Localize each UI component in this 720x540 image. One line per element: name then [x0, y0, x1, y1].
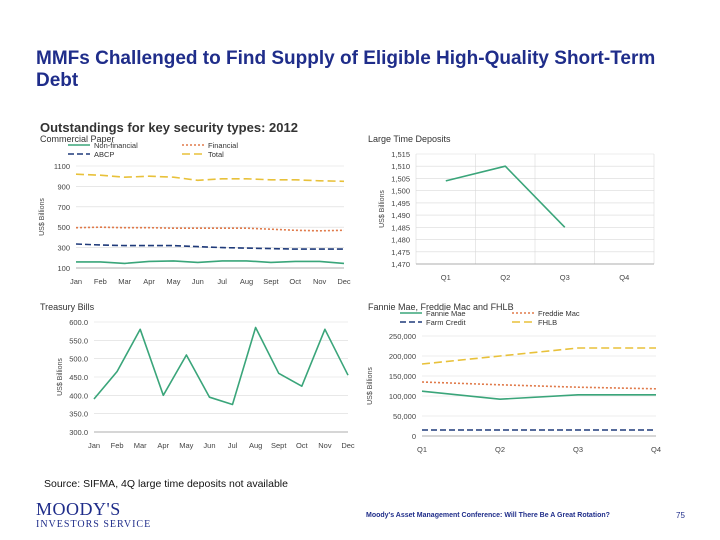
footer-text: Moody's Asset Management Conference: Wil…	[366, 512, 610, 519]
fannie-mae-freddie-mac-and-fhlb-series-fannie-mae	[421, 390, 656, 400]
commercial-paper-xtick-nov: Nov	[313, 277, 327, 286]
treasury-bills-series-treasury-bills	[93, 326, 349, 406]
commercial-paper-legend-label-1: Non-financial	[94, 141, 138, 150]
fannie-mae-freddie-mac-and-fhlb-legend-label-1: Fannie Mae	[426, 309, 466, 318]
commercial-paper-xtick-jul: Jul	[217, 277, 227, 286]
treasury-bills-xtick-sept: Sept	[271, 441, 287, 450]
commercial-paper-xtick-mar: Mar	[118, 277, 131, 286]
fannie-mae-freddie-mac-and-fhlb-xtick-q1: Q1	[417, 445, 427, 454]
fannie-mae-freddie-mac-and-fhlb-legend-label-4: FHLB	[538, 318, 557, 327]
fannie-mae-freddie-mac-and-fhlb-xtick-q3: Q3	[573, 445, 583, 454]
fannie-mae-freddie-mac-and-fhlb-legend-label-3: Farm Credit	[426, 318, 467, 327]
fannie-mae-freddie-mac-and-fhlb-ytick-3: 100,000	[389, 392, 416, 401]
commercial-paper-ytick-2: 300	[57, 244, 70, 253]
commercial-paper-xtick-oct: Oct	[289, 277, 302, 286]
commercial-paper-series-non-financial	[76, 260, 345, 265]
commercial-paper-xtick-feb: Feb	[94, 277, 107, 286]
treasury-bills-xtick-aug: Aug	[249, 441, 262, 450]
treasury-bills-ytick-7: 600.0	[69, 318, 88, 327]
fannie-mae-freddie-mac-and-fhlb-ytick-1: 0	[412, 432, 416, 441]
treasury-bills-ytick-3: 400.0	[69, 391, 88, 400]
treasury-bills-xtick-jan: Jan	[88, 441, 100, 450]
large-time-deposits-xtick-q2: Q2	[500, 273, 510, 282]
large-time-deposits-xtick-q1: Q1	[441, 273, 451, 282]
commercial-paper-xtick-jan: Jan	[70, 277, 82, 286]
fannie-mae-freddie-mac-and-fhlb-ytick-4: 150,000	[389, 372, 416, 381]
treasury-bills-xtick-nov: Nov	[318, 441, 332, 450]
treasury-bills-ytick-2: 350.0	[69, 410, 88, 419]
treasury-bills-ytick-6: 550.0	[69, 336, 88, 345]
treasury-bills-xtick-oct: Oct	[296, 441, 309, 450]
slide-title: MMFs Challenged to Find Supply of Eligib…	[36, 48, 656, 91]
treasury-bills-xtick-jul: Jul	[228, 441, 238, 450]
treasury-bills-xtick-jun: Jun	[203, 441, 215, 450]
large-time-deposits-ytick-10: 1,515	[391, 150, 410, 159]
large-time-deposits-ytick-8: 1,505	[391, 174, 410, 183]
large-time-deposits-ytick-7: 1,500	[391, 187, 410, 196]
large-time-deposits-title: Large Time Deposits	[368, 134, 451, 144]
large-time-deposits-series-large-time-deposits	[445, 165, 566, 228]
commercial-paper-legend-label-2: Financial	[208, 141, 238, 150]
commercial-paper-legend-label-4: Total	[208, 150, 224, 159]
treasury-bills-xtick-dec: Dec	[341, 441, 355, 450]
top-bar	[0, 0, 720, 6]
commercial-paper-ylabel: US$ Billions	[39, 198, 46, 236]
fannie-mae-freddie-mac-and-fhlb-ytick-2: 50,000	[393, 412, 416, 421]
fannie-mae-freddie-mac-and-fhlb-xtick-q4: Q4	[651, 445, 661, 454]
moodys-logo: MOODY'S INVESTORS SERVICE	[36, 500, 151, 530]
commercial-paper-ytick-5: 900	[57, 182, 70, 191]
large-time-deposits-ytick-2: 1,475	[391, 248, 410, 257]
commercial-paper-ytick-4: 700	[57, 203, 70, 212]
treasury-bills-title: Treasury Bills	[40, 302, 95, 312]
fannie-mae-freddie-mac-and-fhlb-ytick-6: 250,000	[389, 332, 416, 341]
fannie-mae-freddie-mac-and-fhlb-title: Fannie Mae, Freddie Mac and FHLB	[368, 302, 514, 312]
fannie-mae-freddie-mac-and-fhlb-xtick-q2: Q2	[495, 445, 505, 454]
treasury-bills-chart: Treasury Bills 300.0 350.0 400.0 450.0 500.0 5…	[40, 302, 355, 450]
treasury-bills-ytick-1: 300.0	[69, 428, 88, 437]
commercial-paper-xtick-jun: Jun	[192, 277, 204, 286]
large-time-deposits-ytick-1: 1,470	[391, 260, 410, 269]
large-time-deposits-xtick-q3: Q3	[560, 273, 570, 282]
commercial-paper-ytick-3: 500	[57, 223, 70, 232]
commercial-paper-xtick-dec: Dec	[337, 277, 351, 286]
treasury-bills-ytick-4: 450.0	[69, 373, 88, 382]
fannie-mae-freddie-mac-and-fhlb-ylabel: US$ Billions	[367, 367, 374, 405]
commercial-paper-series-financial	[75, 226, 345, 232]
page-number: 75	[676, 511, 685, 520]
treasury-bills-xtick-apr: Apr	[157, 441, 169, 450]
large-time-deposits-xtick-q4: Q4	[619, 273, 629, 282]
large-time-deposits-ytick-3: 1,480	[391, 236, 410, 245]
large-time-deposits-ylabel: US$ Billions	[379, 190, 386, 228]
commercial-paper-title: Commercial Paper	[40, 134, 115, 144]
fannie-mae-freddie-mac-and-fhlb-legend-label-2: Freddie Mac	[538, 309, 580, 318]
large-time-deposits-ytick-9: 1,510	[391, 162, 410, 171]
large-time-deposits-ytick-4: 1,485	[391, 223, 410, 232]
logo-sub-text: INVESTORS SERVICE	[36, 519, 152, 530]
treasury-bills-xtick-feb: Feb	[111, 441, 124, 450]
commercial-paper-xtick-apr: Apr	[143, 277, 155, 286]
source-note: Source: SIFMA, 4Q large time deposits no…	[44, 478, 288, 490]
commercial-paper-xtick-may: May	[166, 277, 180, 286]
commercial-paper-series-total	[75, 173, 345, 183]
commercial-paper-xtick-aug: Aug	[240, 277, 253, 286]
chart-main-heading: Outstandings for key security types: 201…	[40, 120, 298, 135]
treasury-bills-ylabel: US$ Billions	[57, 358, 64, 396]
commercial-paper-xtick-sept: Sept	[263, 277, 279, 286]
treasury-bills-xtick-mar: Mar	[134, 441, 147, 450]
commercial-paper-ytick-1: 100	[57, 264, 70, 273]
fannie-mae-freddie-mac-and-fhlb-ytick-5: 200,000	[389, 352, 416, 361]
commercial-paper-legend-label-3: ABCP	[94, 150, 114, 159]
large-time-deposits-ytick-6: 1,495	[391, 199, 410, 208]
treasury-bills-xtick-may: May	[179, 441, 193, 450]
logo-main-text: MOODY'S	[36, 499, 121, 519]
commercial-paper-ytick-6: 1100	[54, 162, 70, 171]
large-time-deposits-ytick-5: 1,490	[391, 211, 410, 220]
commercial-paper-series-abcp	[75, 243, 344, 250]
treasury-bills-ytick-5: 500.0	[69, 355, 88, 364]
large-time-deposits-chart: Large Time Deposits 1,470 1,475 1,480 1,485 1…	[368, 134, 655, 282]
fannie-mae-freddie-mac-and-fhlb-series-fhlb	[421, 347, 656, 365]
fannie-mae-freddie-mac-and-fhlb-series-freddie-mac	[421, 381, 657, 390]
